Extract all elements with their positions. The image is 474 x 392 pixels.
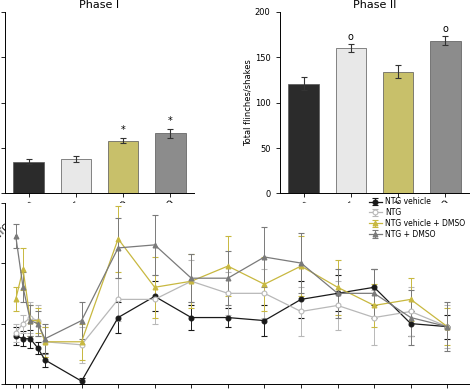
Bar: [155, 133, 186, 193]
Bar: [383, 72, 413, 193]
Text: *: *: [121, 125, 126, 135]
Legend: NTG vehicle, NTG, NTG vehicle + DMSO, NTG + DMSO: NTG vehicle, NTG, NTG vehicle + DMSO, NT…: [368, 197, 465, 239]
Bar: [336, 48, 366, 193]
Bar: [108, 141, 138, 193]
Title: Phase II: Phase II: [353, 0, 396, 9]
Text: o: o: [348, 32, 354, 42]
Y-axis label: Total flinches/shakes: Total flinches/shakes: [243, 59, 252, 146]
Bar: [61, 159, 91, 193]
Bar: [13, 162, 44, 193]
Bar: [430, 41, 461, 193]
Title: Phase I: Phase I: [80, 0, 119, 9]
Text: *: *: [168, 116, 173, 126]
Text: o: o: [442, 24, 448, 34]
Bar: [288, 83, 319, 193]
